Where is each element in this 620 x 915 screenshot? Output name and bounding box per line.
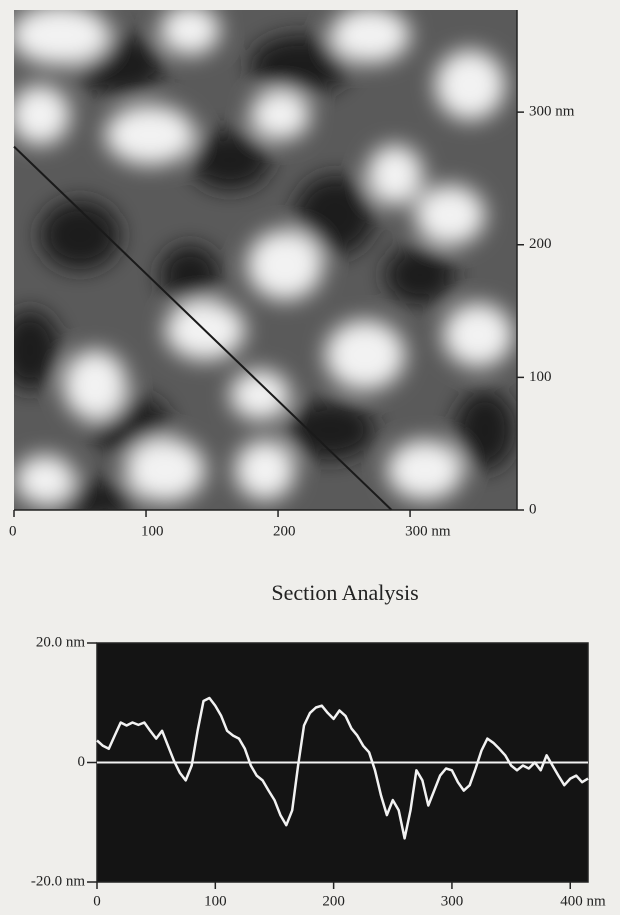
y-tick-label: 100 bbox=[529, 369, 552, 385]
x-tick-label: 200 bbox=[273, 523, 296, 539]
chart-title: Section Analysis bbox=[271, 580, 418, 605]
x-tick-label: 100 bbox=[204, 893, 227, 909]
x-tick-label: 0 bbox=[9, 523, 17, 539]
y-tick-label: 0 bbox=[529, 501, 537, 517]
profile-line bbox=[96, 696, 589, 840]
x-tick-label: 300 bbox=[441, 893, 464, 909]
x-tick-label: 200 bbox=[322, 893, 345, 909]
afm-image bbox=[14, 10, 517, 510]
x-tick-label: 400 nm bbox=[560, 893, 606, 909]
section-line bbox=[13, 145, 393, 511]
x-tick-label: 300 nm bbox=[405, 523, 451, 539]
x-tick-label: 0 bbox=[93, 893, 101, 909]
y-tick-label: 20.0 nm bbox=[36, 634, 86, 650]
y-tick-label: 0 bbox=[78, 754, 86, 770]
x-tick-label: 100 bbox=[141, 523, 164, 539]
y-tick-label: 200 bbox=[529, 236, 552, 252]
y-tick-label: 300 nm bbox=[529, 104, 575, 120]
y-tick-label: -20.0 nm bbox=[31, 873, 85, 889]
